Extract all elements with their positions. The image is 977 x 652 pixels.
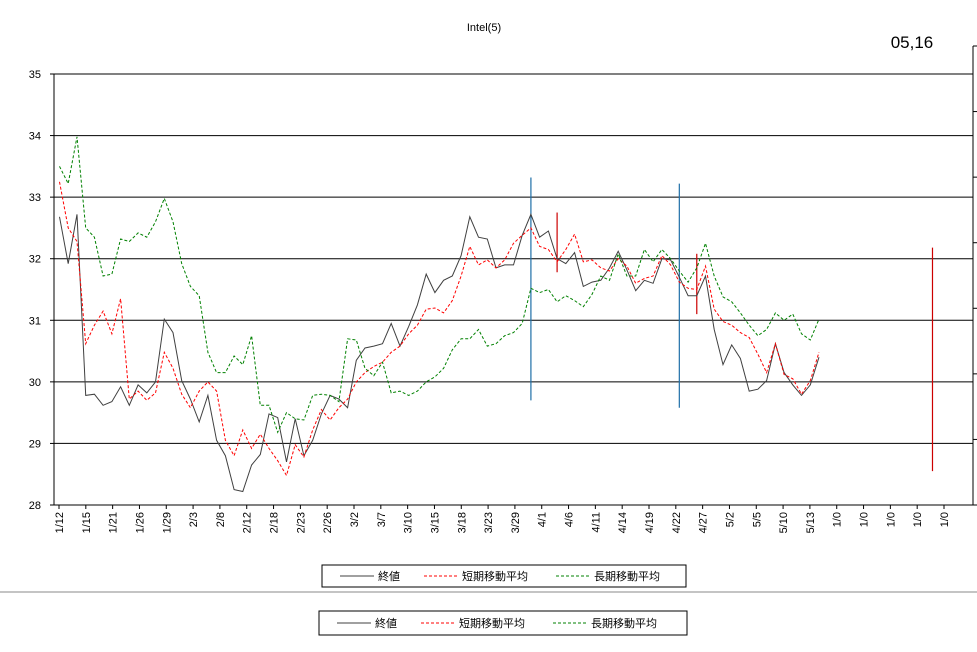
- x-axis-ticks: 1/12 1/15 1/21 1/26 1/29 2/3 2/8 2/12 2/18 2/23 2/…: [54, 505, 951, 533]
- y-tick-label: 32: [29, 254, 41, 266]
- legend-label: 終値: [378, 569, 400, 583]
- x-tick-label: 2/3: [188, 512, 200, 527]
- date-badge: 05,16: [891, 33, 934, 52]
- x-tick-label: 1/12: [54, 512, 66, 533]
- x-tick-label: 1/21: [108, 512, 120, 533]
- x-tick-label: 1/0: [939, 512, 951, 527]
- legend-box: [318, 610, 688, 636]
- x-tick-label: 1/26: [134, 512, 146, 533]
- x-tick-label: 5/5: [751, 512, 763, 527]
- x-tick-label: 2/12: [242, 512, 254, 533]
- legend: 終値 短期移動平均 長期移動平均: [321, 564, 687, 588]
- series-line-1: [59, 213, 820, 493]
- y-tick-label: 29: [29, 438, 41, 450]
- y-tick-label: 33: [29, 192, 41, 204]
- chart-title: Intel(5): [467, 22, 501, 34]
- y-tick-label: 31: [29, 315, 41, 327]
- x-tick-label: 3/18: [456, 512, 468, 533]
- x-tick-label: 2/26: [322, 512, 334, 533]
- y-tick-label: 30: [29, 377, 41, 389]
- legend-duplicate: 終値 短期移動平均 長期移動平均: [318, 610, 688, 636]
- x-tick-label: 5/10: [778, 512, 790, 533]
- x-tick-label: 3/23: [483, 512, 495, 533]
- x-tick-label: 3/15: [429, 512, 441, 533]
- y-tick-label: 34: [29, 131, 41, 143]
- legend-label: 短期移動平均: [459, 616, 525, 630]
- x-tick-label: 2/18: [269, 512, 281, 533]
- y-tick-label: 28: [29, 500, 41, 512]
- legend-label: 長期移動平均: [591, 616, 657, 630]
- x-tick-label: 4/1: [537, 512, 549, 527]
- series-line-2: [59, 181, 820, 477]
- legend-label: 終値: [375, 616, 397, 630]
- x-tick-label: 1/0: [912, 512, 924, 527]
- x-tick-label: 1/0: [859, 512, 871, 527]
- x-tick-label: 4/22: [671, 512, 683, 533]
- annotation-lines: [530, 177, 934, 472]
- x-tick-label: 5/2: [724, 512, 736, 527]
- x-tick-label: 2/8: [215, 512, 227, 527]
- x-tick-label: 3/29: [510, 512, 522, 533]
- right-axis-ticks: [972, 45, 977, 506]
- gridlines: [54, 135, 973, 444]
- x-tick-label: 4/6: [564, 512, 576, 527]
- series-line-3: [59, 136, 820, 434]
- x-tick-label: 1/29: [161, 512, 173, 533]
- series-lines: [59, 136, 820, 493]
- x-tick-label: 3/7: [376, 512, 388, 527]
- x-tick-label: 1/15: [81, 512, 93, 533]
- legend-label: 短期移動平均: [462, 569, 528, 583]
- x-tick-label: 4/14: [617, 512, 629, 533]
- y-axis-ticks: 28 29 30 31 32 33 34 35: [29, 69, 54, 512]
- y-tick-label: 35: [29, 69, 41, 81]
- x-tick-label: 4/19: [644, 512, 656, 533]
- x-tick-label: 2/23: [295, 512, 307, 533]
- plot-area-frame: [53, 73, 974, 506]
- x-tick-label: 1/0: [832, 512, 844, 527]
- legend-box: [321, 564, 687, 588]
- legend-label: 長期移動平均: [594, 569, 660, 583]
- x-tick-label: 1/0: [885, 512, 897, 527]
- x-tick-label: 4/11: [590, 512, 602, 533]
- x-tick-label: 3/10: [403, 512, 415, 533]
- x-tick-label: 4/27: [698, 512, 710, 533]
- x-tick-label: 3/2: [349, 512, 361, 527]
- x-tick-label: 5/13: [805, 512, 817, 533]
